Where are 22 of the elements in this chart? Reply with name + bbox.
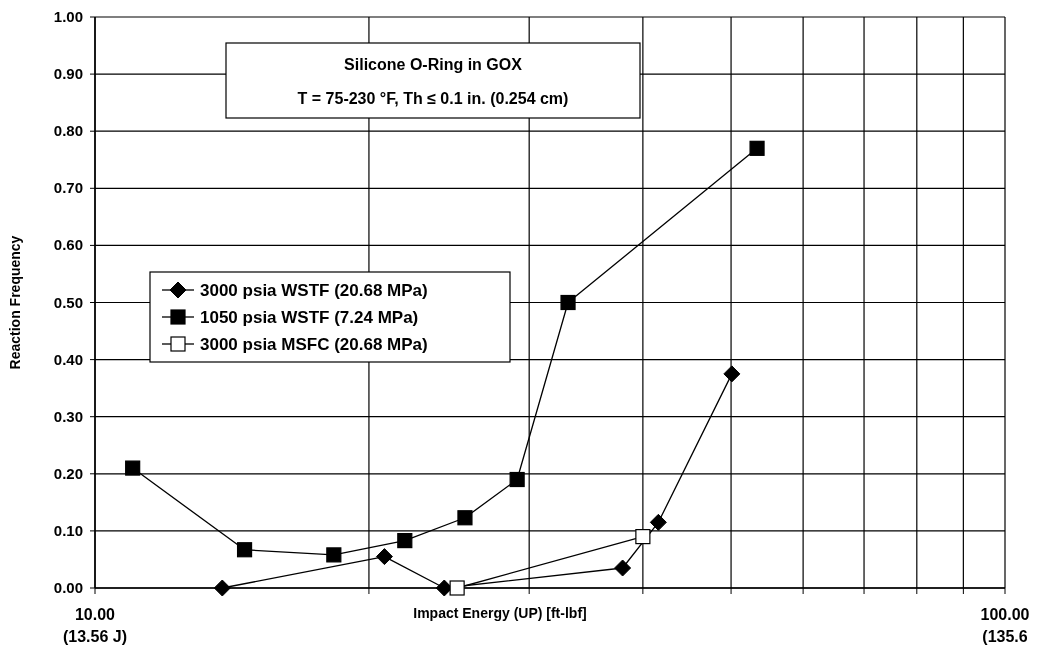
y-tick-label: 0.70: [53, 179, 83, 197]
y-tick-label: 0.60: [53, 236, 83, 254]
y-axis-title: Reaction Frequency: [7, 235, 23, 370]
text: Silicone O-Ring in GOX: [344, 56, 523, 73]
legend-label: 1050 psia WSTF (7.24 MPa): [200, 308, 419, 327]
text: (13.56 J): [62, 628, 128, 645]
y-tick-label: 0.30: [53, 407, 83, 425]
x-axis-title: Impact Energy (UP) [ft-lbf]: [413, 605, 587, 621]
y-tick-label: 0.50: [53, 293, 83, 311]
legend-label: 3000 psia WSTF (20.68 MPa): [200, 281, 428, 300]
y-tick-label: 0.00: [53, 579, 83, 596]
x-tick-label: 10.00: [74, 606, 116, 623]
y-tick-label: 0.90: [53, 65, 83, 83]
y-tick-label: 0.10: [53, 521, 83, 539]
y-tick-label: 0.20: [53, 464, 83, 482]
y-tick-label: 1.00: [53, 8, 83, 25]
text: (135.6: [982, 628, 1028, 645]
x-tick-label: 100.00: [980, 606, 1030, 623]
y-tick-label: 0.40: [53, 350, 83, 368]
text: T = 75-230 °F, Th ≤ 0.1 in. (0.254 cm): [297, 90, 569, 107]
y-tick-label: 0.80: [53, 122, 83, 140]
legend-label: 3000 psia MSFC (20.68 MPa): [200, 335, 428, 354]
